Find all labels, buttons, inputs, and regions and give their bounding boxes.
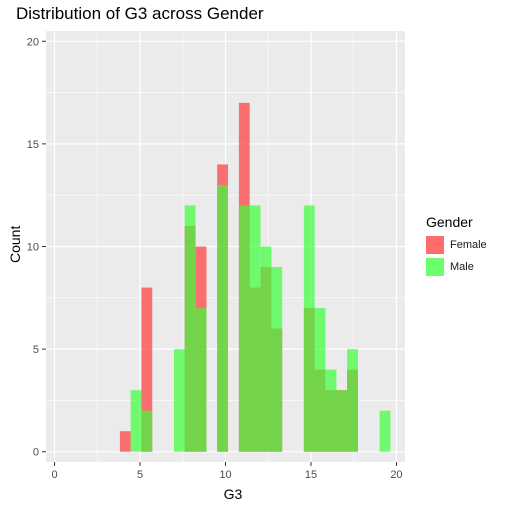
bar-male (347, 349, 358, 452)
x-tick-label: 10 (219, 469, 231, 481)
bar-male (238, 205, 250, 452)
bar-male (173, 349, 185, 452)
bar-male (260, 246, 272, 452)
x-tick-label: 20 (390, 469, 402, 481)
male-bars (130, 184, 391, 452)
legend: Gender Female Male (426, 214, 487, 278)
x-axis-title: G3 (223, 486, 243, 502)
legend-key-female (426, 236, 444, 254)
bar-female (141, 287, 153, 452)
y-axis: 0 5 10 15 20 (27, 36, 46, 459)
legend-label-male: Male (450, 261, 474, 273)
bar-male (336, 390, 348, 452)
bar-male (379, 410, 391, 452)
bar-male (271, 267, 283, 452)
bar-male (249, 205, 261, 452)
bar-male (314, 308, 326, 452)
x-tick-label: 5 (137, 469, 143, 481)
bar-male (130, 390, 142, 452)
chart-title: Distribution of G3 across Gender (16, 4, 264, 23)
x-tick-label: 0 (51, 469, 57, 481)
x-axis: 0 5 10 15 20 (51, 462, 403, 481)
legend-item-female: Female (426, 234, 487, 256)
y-tick-label: 5 (33, 344, 39, 356)
y-tick-label: 20 (27, 36, 39, 48)
bar-male (303, 205, 315, 452)
y-tick-label: 15 (27, 139, 39, 151)
legend-title: Gender (426, 214, 473, 230)
legend-key-male (426, 258, 444, 276)
bar-male (217, 184, 229, 452)
x-tick-label: 15 (305, 469, 317, 481)
bar-male (325, 369, 337, 452)
y-tick-label: 0 (33, 447, 39, 459)
y-axis-title: Count (7, 225, 23, 263)
bar-female (119, 431, 131, 452)
legend-label-female: Female (450, 239, 487, 251)
bar-male (141, 410, 153, 452)
y-tick-label: 10 (27, 242, 39, 254)
legend-item-male: Male (426, 256, 487, 278)
bar-male (184, 205, 196, 452)
bar-male (195, 308, 207, 452)
